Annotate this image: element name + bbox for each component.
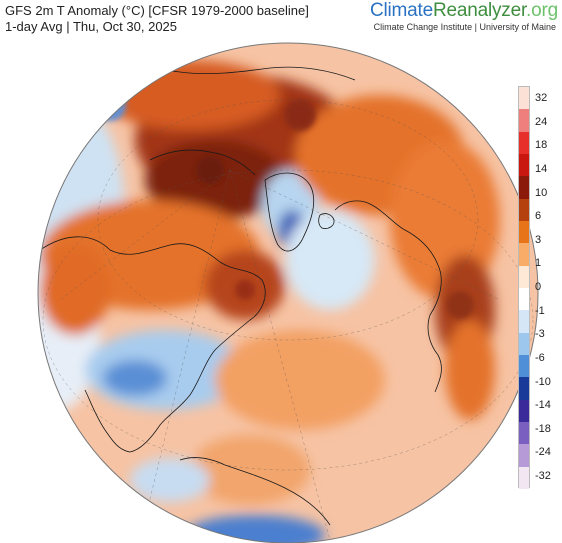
iceland-coast xyxy=(318,213,335,229)
quebec-hotspot xyxy=(235,280,255,300)
legend-swatch xyxy=(519,176,529,200)
legend-swatch xyxy=(519,109,529,133)
legend-tick-label: -1 xyxy=(535,304,545,317)
legend-tick-label: -14 xyxy=(535,399,551,412)
legend-tick-label: -6 xyxy=(535,351,545,364)
atlantic-warm xyxy=(215,330,385,430)
legend-swatch xyxy=(519,355,529,378)
graticule xyxy=(42,99,534,541)
legend-swatch xyxy=(519,377,529,401)
legend-swatch xyxy=(519,399,529,423)
legend-swatch xyxy=(519,444,529,468)
north-america-coast xyxy=(39,236,266,453)
south-america-cold xyxy=(185,515,325,543)
legend-tick-label: 3 xyxy=(535,233,542,246)
west-canada-warm xyxy=(40,245,110,335)
arctic-hotspot xyxy=(196,156,224,184)
logo-part-reanalyzer: Reanalyzer xyxy=(432,0,527,21)
graticule-lat-2 xyxy=(42,169,534,471)
logo-part-climate: Climate xyxy=(369,0,433,21)
graticule-lon-3 xyxy=(229,169,501,301)
legend-tick-label: 32 xyxy=(535,92,548,104)
map-subtitle: 1-day Avg | Thu, Oct 30, 2025 xyxy=(5,19,178,34)
legend-swatch xyxy=(519,288,529,311)
legend-tick-label: -10 xyxy=(535,375,551,388)
pacific-south-cool xyxy=(130,458,210,502)
legend-swatch xyxy=(519,154,529,177)
sahara-hotspot xyxy=(446,291,474,319)
legend-tick-label: 6 xyxy=(535,210,542,223)
arctic-archipelago-coast xyxy=(149,149,256,176)
legend-tick-label: -32 xyxy=(535,470,551,482)
south-america-warm xyxy=(190,435,310,505)
legend-swatch xyxy=(519,422,529,445)
north-atlantic-cool xyxy=(285,210,375,310)
color-scale-legend xyxy=(518,86,530,490)
legend-swatch xyxy=(519,466,529,490)
legend-tick-label: -3 xyxy=(535,328,545,341)
legend-tick-label: 1 xyxy=(535,257,542,270)
legend-tick-label: 24 xyxy=(535,115,548,128)
legend-swatch xyxy=(519,243,529,267)
legend-swatch xyxy=(519,265,529,289)
legend-swatch xyxy=(519,198,529,222)
legend-swatch xyxy=(519,131,529,155)
legend-swatch xyxy=(519,87,529,110)
usa-cold xyxy=(103,360,167,396)
siberia-hotspot xyxy=(284,99,316,131)
legend-tick-label: 18 xyxy=(535,139,548,152)
legend-tick-label: -24 xyxy=(535,446,551,459)
africa-warm xyxy=(445,320,495,420)
legend-swatch xyxy=(519,332,529,356)
graticule-lat-1 xyxy=(97,99,479,341)
globe-fill xyxy=(38,43,538,543)
legend-tick-label: 0 xyxy=(535,281,542,293)
logo-part-org: .org xyxy=(526,0,558,21)
globe-outline xyxy=(37,42,539,543)
south-america-coast xyxy=(179,457,331,526)
europe-africa-coast xyxy=(334,200,442,393)
map-title: GFS 2m T Anomaly (°C) [CFSR 1979-2000 ba… xyxy=(5,3,309,18)
graticule-lon-2 xyxy=(229,169,331,541)
east-asia-cold-patch xyxy=(94,89,126,121)
legend-tick-label: -18 xyxy=(535,422,551,435)
legend-swatch xyxy=(519,310,529,334)
legend-tick-label: 10 xyxy=(535,186,548,199)
climate-reanalyzer-logo[interactable]: ClimateReanalyzer.org xyxy=(370,0,558,22)
greenland-coast xyxy=(264,172,315,252)
brand-tagline: Climate Change Institute | University of… xyxy=(373,22,556,32)
legend-swatch xyxy=(519,221,529,244)
legend-tick-label: 14 xyxy=(535,162,548,175)
